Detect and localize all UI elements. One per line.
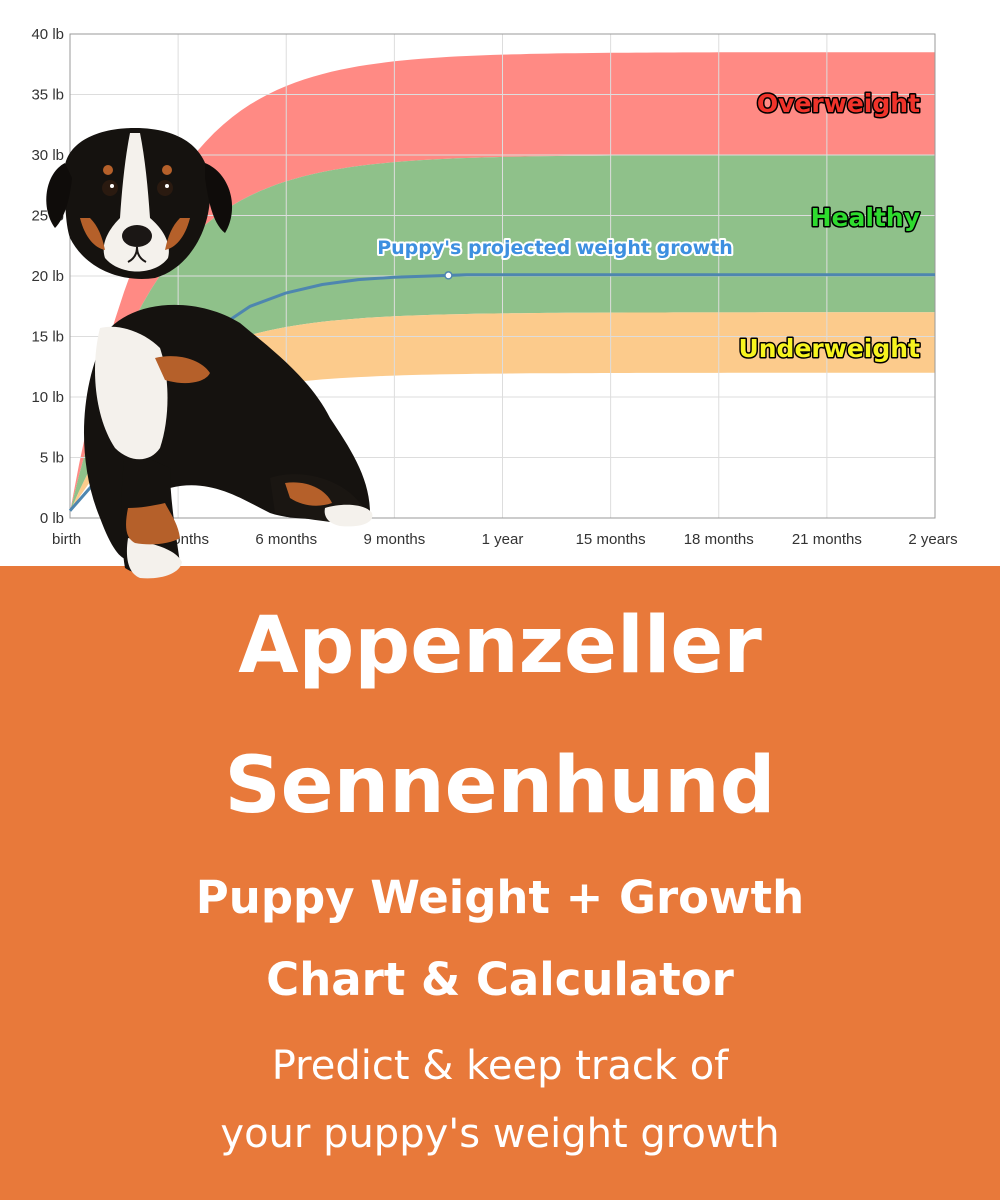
subtitle-line-1: Puppy Weight + Growth <box>195 871 805 924</box>
breed-title-line-1: Appenzeller <box>238 601 762 691</box>
y-tick-label: 0 lb <box>40 510 64 527</box>
y-tick-label: 40 lb <box>31 26 64 43</box>
label-layer: Overweight Healthy Underweight Puppy's p… <box>375 88 921 365</box>
y-tick-label: 20 lb <box>31 268 64 285</box>
subtitle-line-2: Chart & Calculator <box>266 953 734 1006</box>
projection-label: Puppy's projected weight growth <box>377 237 733 259</box>
y-tick-label: 5 lb <box>40 450 64 467</box>
y-tick-label: 30 lb <box>31 147 64 164</box>
x-tick-label: 15 months <box>576 531 646 548</box>
x-tick-label: 21 months <box>792 531 862 548</box>
y-tick-label: 15 lb <box>31 329 64 346</box>
underweight-label: Underweight <box>738 334 920 363</box>
weight-chart: 0 lb 5 lb 10 lb 15 lb 20 lb 25 lb 30 lb 35 lb 40… <box>0 0 1000 579</box>
y-tick-label: 10 lb <box>31 389 64 406</box>
x-tick-label: 2 years <box>908 531 957 548</box>
projection-marker <box>444 271 453 280</box>
tagline-line-2: your puppy's weight growth <box>220 1111 780 1157</box>
appenzeller-puppy-image <box>46 128 373 579</box>
x-tick-label: birth <box>52 531 81 548</box>
x-tick-label: 6 months <box>255 531 317 548</box>
overweight-label: Overweight <box>757 89 920 118</box>
tagline-line-1: Predict & keep track of <box>271 1043 729 1089</box>
healthy-label: Healthy <box>811 203 920 232</box>
breed-title-line-2: Sennenhund <box>224 741 776 831</box>
x-tick-label: 18 months <box>684 531 754 548</box>
x-tick-label: 1 year <box>482 531 524 548</box>
y-tick-label: 35 lb <box>31 87 64 104</box>
title-banner: Appenzeller Sennenhund Puppy Weight + Gr… <box>0 566 1000 1200</box>
x-tick-label: 9 months <box>364 531 426 548</box>
